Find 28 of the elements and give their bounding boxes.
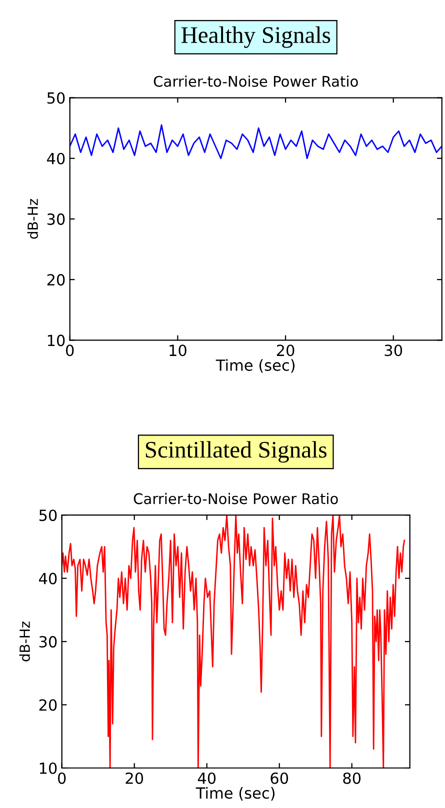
y-tick-label: 20	[47, 274, 65, 286]
line-series	[70, 124, 442, 160]
x-tick-label: 30	[384, 344, 402, 356]
y-tick-label: 20	[39, 699, 57, 711]
y-tick-label: 10	[48, 334, 65, 346]
y-tick-label: 10	[40, 762, 57, 774]
y-tick-label: 50	[47, 92, 65, 104]
y-tick-label: 30	[47, 213, 65, 225]
x-tick-label: 40	[198, 772, 216, 784]
x-tick-label: 80	[343, 772, 361, 784]
y-tick-label: 40	[47, 152, 65, 164]
y-tick-label: 40	[38, 572, 57, 584]
x-tick-label: 60	[270, 772, 288, 784]
y-tick-label: 50	[39, 510, 57, 522]
y-tick-label: 30	[39, 636, 57, 648]
chart-subtitle: Carrier-to-Noise Power Ratio	[134, 492, 338, 504]
x-axis-title: Time (sec)	[216, 359, 295, 373]
y-axis-title: dB-Hz	[19, 622, 30, 662]
x-tick-label: 10	[170, 344, 186, 356]
chart-title: Healthy Signals	[181, 26, 330, 48]
x-tick-label: 20	[276, 344, 294, 356]
chart-subtitle: Carrier-to-Noise Power Ratio	[154, 76, 358, 87]
x-tick-label: 0	[66, 344, 74, 356]
x-tick-label: 0	[58, 772, 66, 784]
x-tick-label: 20	[126, 772, 144, 784]
x-axis-title: Time (sec)	[196, 786, 274, 801]
y-axis-title: dB-Hz	[27, 199, 38, 239]
chart-title: Scintillated Signals	[146, 441, 326, 463]
